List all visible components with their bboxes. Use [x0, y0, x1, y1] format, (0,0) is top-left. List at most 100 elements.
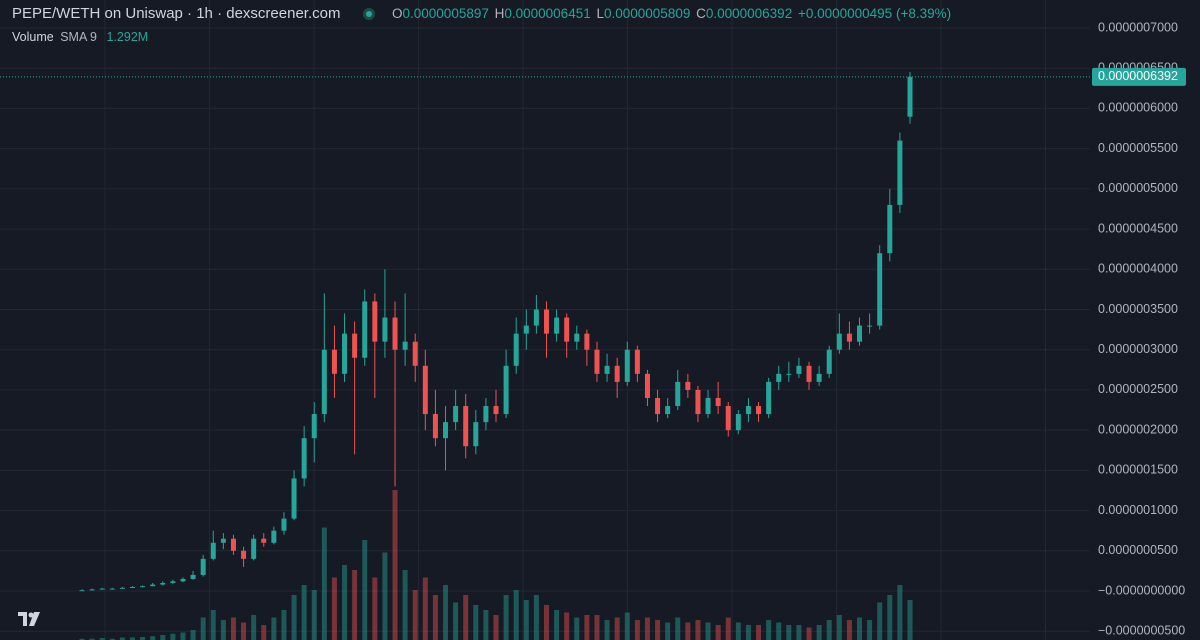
candle-body: [574, 333, 580, 342]
volume-bar: [150, 636, 156, 640]
volume-bar: [685, 622, 691, 640]
y-tick-label: 0.0000004500: [1098, 221, 1178, 235]
volume-bar: [756, 625, 762, 640]
y-tick-label: 0.0000006000: [1098, 101, 1178, 115]
candle-body: [644, 373, 650, 398]
candle-body: [887, 204, 893, 254]
volume-bar: [129, 637, 135, 640]
candle-body: [604, 365, 610, 374]
candle-body: [614, 365, 620, 382]
volume-bar: [877, 602, 883, 640]
y-tick-label: −0.0000000000: [1098, 583, 1185, 597]
candle-body: [857, 325, 863, 342]
y-tick-label: 0.0000003000: [1098, 342, 1178, 356]
ohlc-legend: O0.0000005897 H0.0000006451 L0.000000580…: [392, 6, 951, 21]
candle-body: [230, 538, 236, 551]
candle-body: [170, 581, 176, 583]
candle-body: [806, 365, 812, 382]
candle-body: [513, 333, 519, 366]
volume-bar: [614, 617, 620, 640]
volume-bar: [109, 638, 115, 640]
candle-body: [362, 301, 368, 358]
volume-bar: [594, 615, 600, 640]
candle-body: [634, 349, 640, 374]
volume-layer: [79, 490, 913, 640]
o-value: 0.0000005897: [403, 6, 489, 21]
volume-bar: [311, 590, 317, 640]
candle-body: [826, 349, 832, 374]
volume-bar: [412, 590, 418, 640]
volume-bar: [816, 625, 822, 640]
c-label: C: [696, 6, 706, 21]
candle-body: [119, 587, 125, 589]
volume-bar: [180, 632, 186, 640]
candle-body: [220, 538, 226, 543]
candle-body: [443, 422, 449, 439]
volume-bar: [483, 610, 489, 640]
volume-bar: [533, 595, 539, 640]
volume-bar: [493, 615, 499, 640]
symbol: PEPE/WETH on Uniswap · 1h · dexscreener.…: [12, 5, 340, 22]
volume-bar: [867, 620, 873, 640]
candle-body: [725, 406, 731, 431]
y-tick-label: 0.0000002000: [1098, 422, 1178, 436]
y-tick-label: 0.0000000500: [1098, 543, 1178, 557]
candle-body: [533, 309, 539, 326]
volume-bar: [422, 577, 428, 640]
candle-body: [473, 422, 479, 447]
volume-bar: [251, 615, 257, 640]
candle-body: [624, 349, 630, 382]
candle-body: [695, 389, 701, 415]
candle-body: [685, 381, 691, 390]
volume-bar: [695, 620, 701, 640]
y-tick-label: 0.0000002500: [1098, 382, 1178, 396]
volume-bar: [503, 595, 509, 640]
volume-bar: [443, 585, 449, 640]
volume-bar: [786, 625, 792, 640]
volume-bar: [907, 600, 913, 640]
volume-bar: [241, 622, 247, 640]
candle-body: [594, 349, 600, 374]
volume-bar: [382, 552, 388, 640]
candle-body: [432, 414, 438, 439]
tv-logo: [18, 612, 40, 626]
volume-bar: [725, 617, 731, 640]
volume-bar: [776, 622, 782, 640]
candle-body: [210, 542, 216, 559]
candle-body: [89, 589, 95, 591]
volume-bar: [523, 600, 529, 640]
candle-body: [705, 397, 711, 415]
candle-body: [745, 406, 751, 415]
candle-body: [271, 530, 277, 543]
candle-body: [200, 558, 206, 575]
volume-bar: [564, 612, 570, 640]
volume-label: Volume: [12, 30, 54, 44]
candle-body: [331, 349, 337, 374]
candle-body: [79, 590, 85, 592]
change: +0.0000000495 (+8.39%): [798, 6, 951, 21]
candle-body: [735, 414, 741, 431]
candle-body: [554, 317, 560, 334]
candle-body: [301, 438, 307, 479]
volume-bar: [584, 615, 590, 640]
candle-body: [241, 550, 247, 559]
volume-bar: [655, 620, 661, 640]
y-tick-label: 0.0000007000: [1098, 20, 1178, 34]
candle-body: [352, 333, 358, 358]
candle-body: [321, 349, 327, 415]
volume-bar: [230, 617, 236, 640]
sma-value: 1.292M: [107, 30, 149, 44]
candle-body: [796, 365, 802, 374]
volume-bar: [846, 620, 852, 640]
volume-bar: [766, 620, 772, 640]
volume-bar: [473, 605, 479, 640]
volume-bar: [402, 570, 408, 640]
volume-bar: [352, 570, 358, 640]
volume-bar: [89, 638, 95, 640]
volume-bar: [160, 635, 166, 640]
candle-body: [483, 406, 489, 423]
candle-body: [715, 397, 721, 407]
candle-body: [129, 586, 135, 588]
